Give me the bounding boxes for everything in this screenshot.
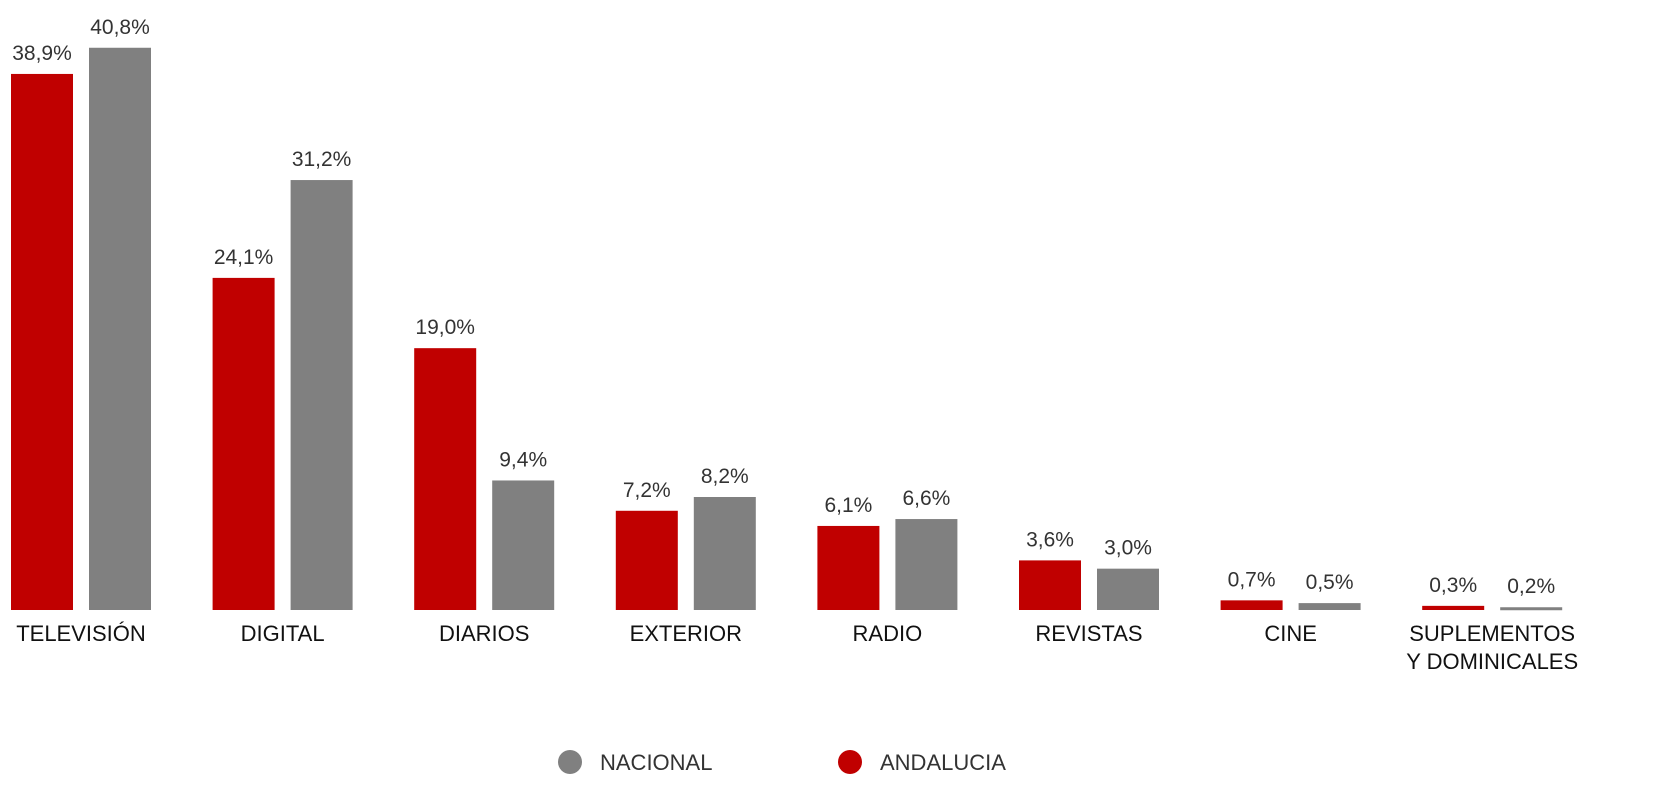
- bar: [693, 497, 756, 610]
- value-label: 31,2%: [292, 148, 352, 171]
- bar: [817, 525, 880, 610]
- value-label: 3,6%: [1026, 528, 1074, 551]
- legend-label: NACIONAL: [600, 750, 712, 775]
- x-tick-label: SUPLEMENTOS Y DOMINICALES: [1406, 621, 1579, 674]
- x-tick-label: RADIO: [852, 621, 923, 646]
- bar: [492, 480, 555, 610]
- x-tick-label: DIARIOS: [438, 621, 530, 646]
- value-label: 9,4%: [499, 448, 547, 471]
- value-label: 24,1%: [214, 246, 274, 269]
- value-label: 6,6%: [902, 487, 950, 510]
- bar: [895, 519, 958, 610]
- x-tick-label: EXTERIOR: [629, 621, 743, 646]
- x-tick-label: DIGITAL: [240, 621, 325, 646]
- x-tick-label: TELEVISIÓN: [16, 621, 146, 646]
- bar: [1422, 605, 1485, 610]
- value-label: 0,7%: [1228, 568, 1276, 591]
- x-tick-label: REVISTAS: [1035, 621, 1143, 646]
- bar: [414, 348, 477, 610]
- bar: [615, 510, 678, 610]
- bar: [290, 180, 353, 611]
- value-label: 19,0%: [415, 316, 475, 339]
- legend-marker: [558, 750, 582, 774]
- value-label: 0,3%: [1429, 574, 1477, 597]
- bar: [1097, 568, 1159, 610]
- bar: [212, 277, 275, 610]
- value-label: 7,2%: [623, 479, 671, 502]
- value-label: 0,5%: [1306, 571, 1354, 594]
- bar: [1019, 560, 1081, 610]
- value-label: 8,2%: [701, 465, 749, 488]
- bar: [1220, 600, 1283, 610]
- legend-marker: [838, 750, 862, 774]
- value-label: 38,9%: [12, 42, 72, 65]
- bar: [89, 47, 151, 610]
- bar: [11, 73, 73, 610]
- value-label: 40,8%: [90, 16, 150, 39]
- bar: [1500, 607, 1563, 611]
- value-label: 3,0%: [1104, 537, 1152, 560]
- value-label: 6,1%: [824, 494, 872, 517]
- value-label: 0,2%: [1507, 575, 1555, 598]
- legend-label: ANDALUCIA: [880, 750, 1006, 775]
- bar: [1298, 603, 1361, 610]
- x-tick-label: CINE: [1264, 621, 1317, 646]
